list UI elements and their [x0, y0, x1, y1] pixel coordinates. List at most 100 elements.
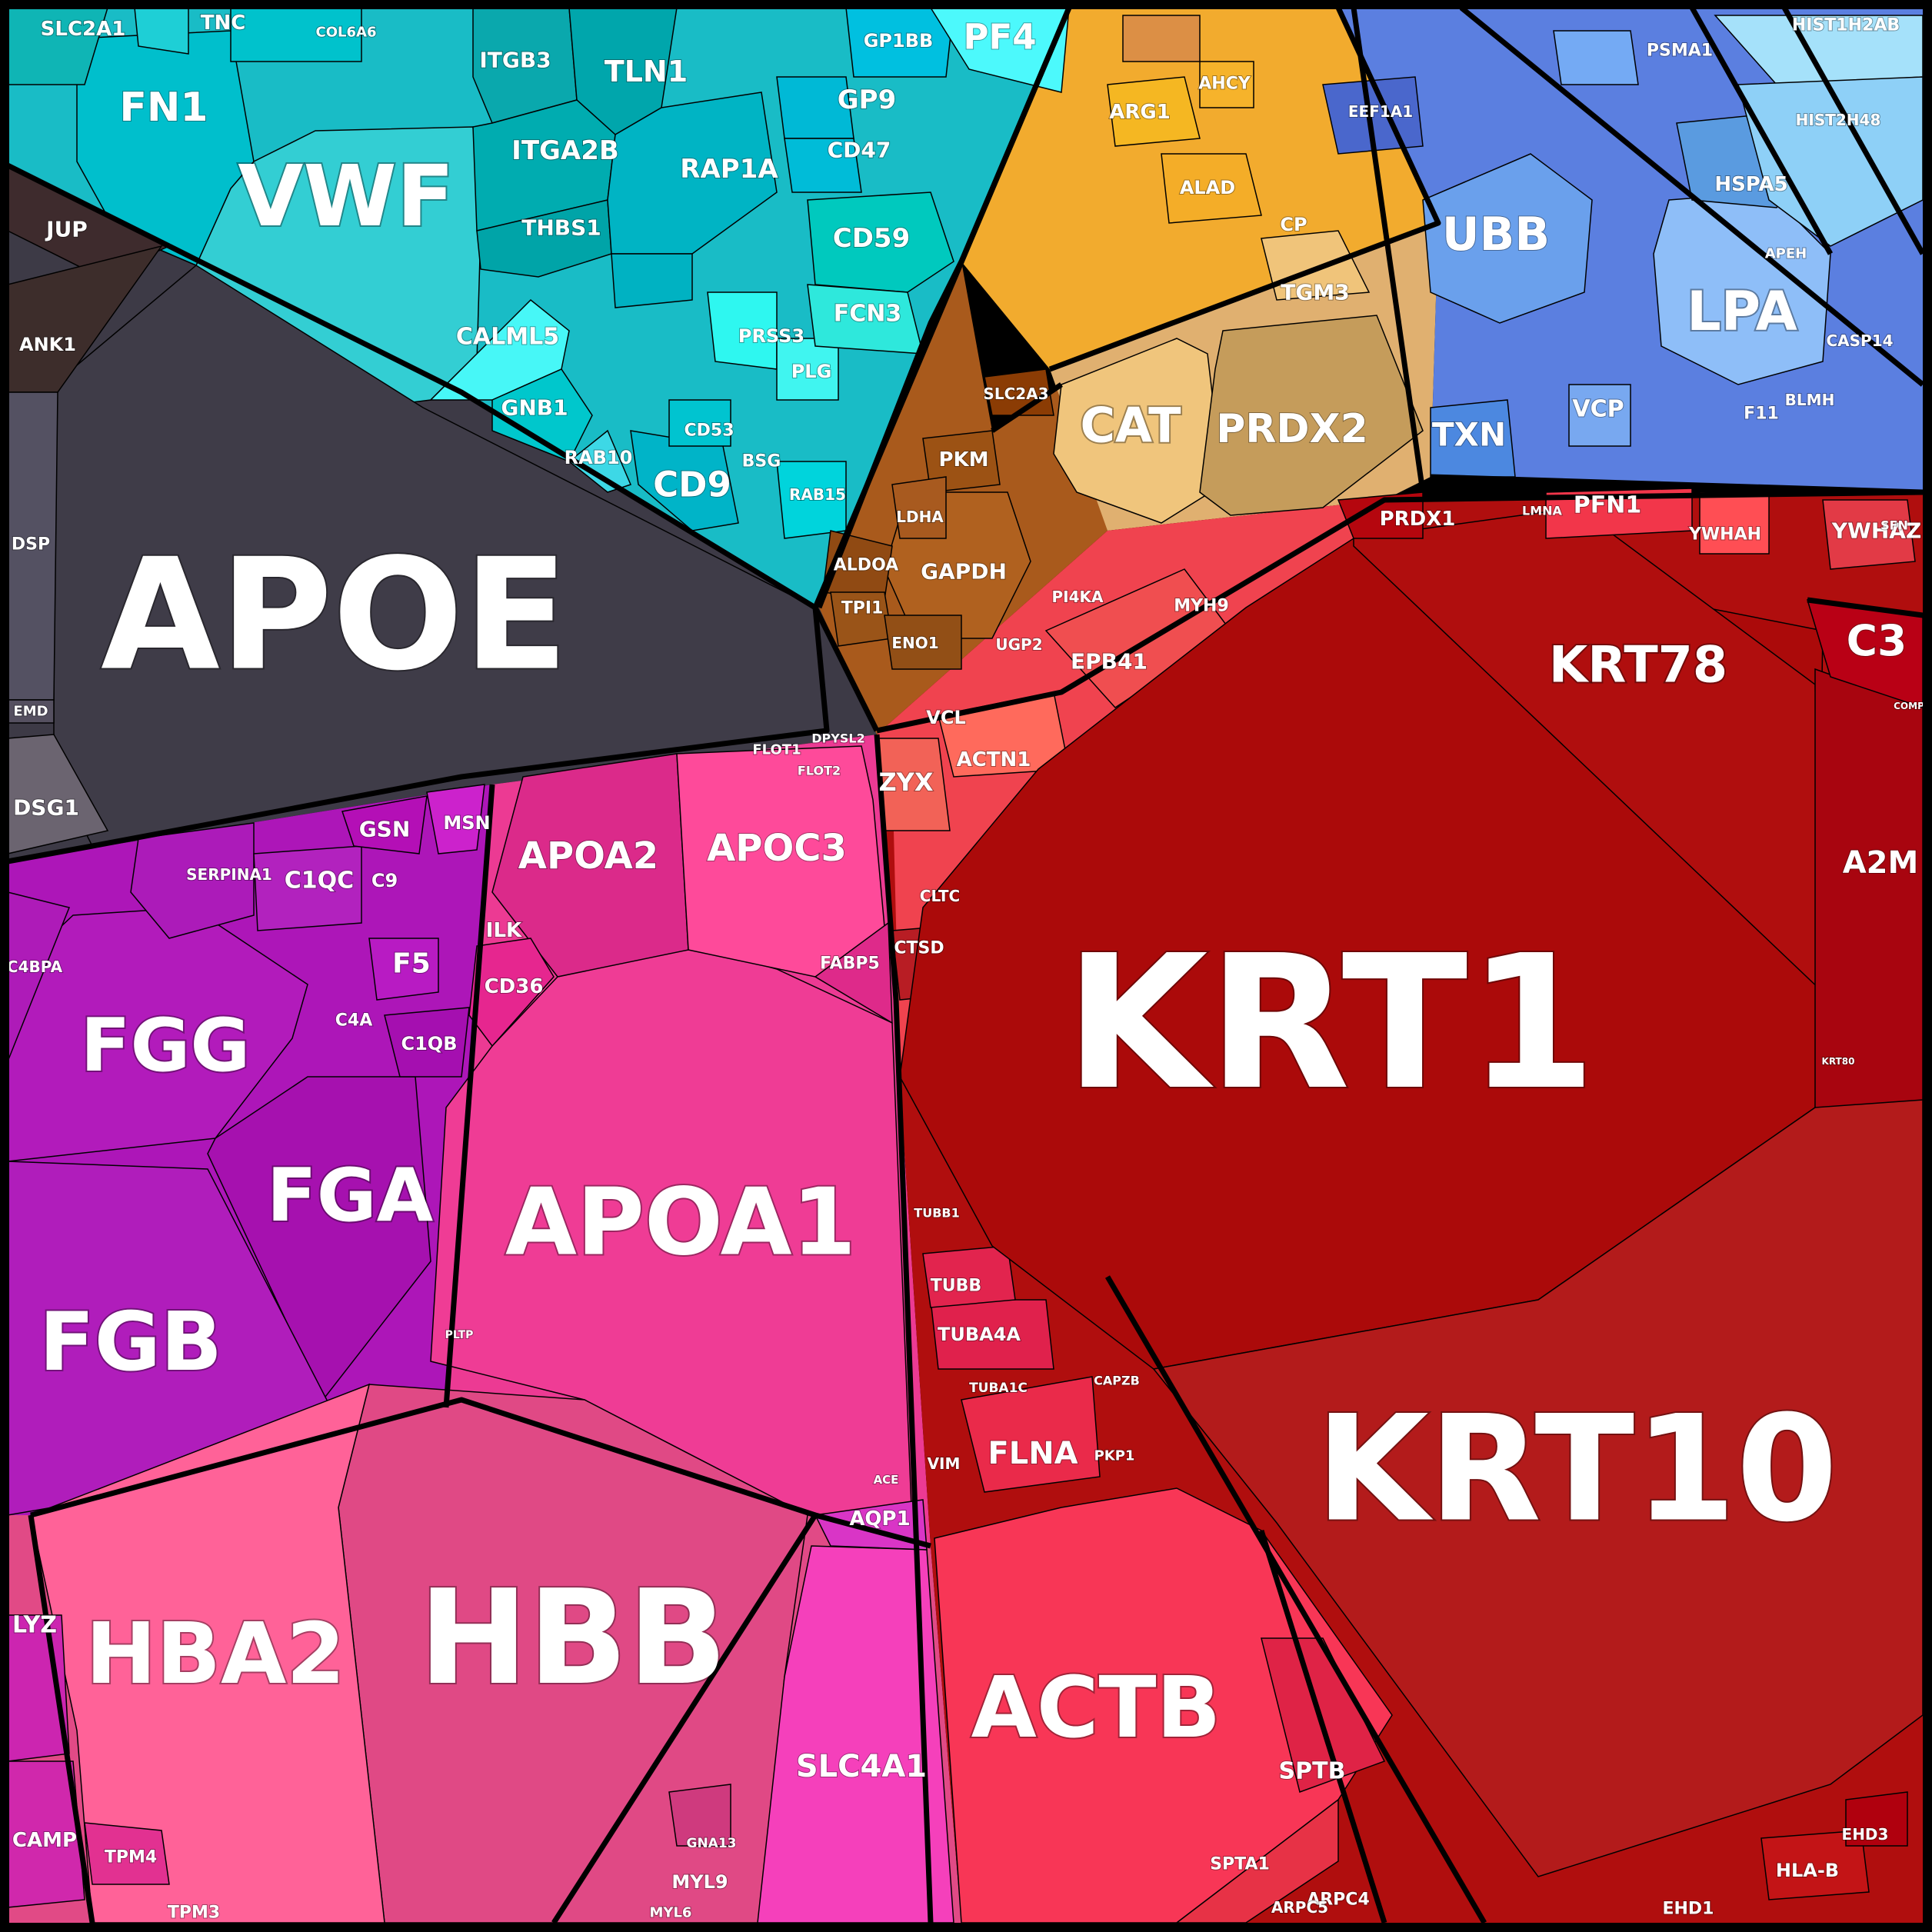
cell-label: SPTA1	[1210, 1855, 1270, 1874]
cell-fabp5	[814, 921, 893, 1024]
cell-label: SFN	[1880, 518, 1908, 533]
cell-label: CASP14	[1826, 331, 1893, 350]
cell-serpina1	[130, 822, 255, 939]
cell-myl9	[668, 1784, 731, 1847]
cell-hist2h48	[1737, 76, 1924, 247]
cell-gsn	[341, 795, 428, 854]
cell-label: F11	[1744, 405, 1779, 424]
cell-label: C3	[1847, 616, 1907, 665]
cell-label: TUBA1C	[969, 1381, 1028, 1396]
cell-label: CD53	[684, 421, 734, 441]
cell-label: GP9	[838, 85, 896, 115]
cell-label: HLA-B	[1776, 1860, 1839, 1881]
cell-label: F5	[392, 948, 431, 980]
cell-label: TPM4	[105, 1848, 157, 1867]
group-border	[1807, 597, 1924, 618]
group-border	[1258, 1529, 1387, 1924]
cell-label: KRT10	[1315, 1384, 1837, 1554]
cell-label: GSN	[359, 817, 411, 842]
cell-label: PSMA1	[1647, 42, 1713, 61]
cell-label: GNA13	[687, 1836, 737, 1851]
cell-pfn1	[1545, 488, 1693, 539]
cell-alad	[1161, 153, 1262, 224]
cell-label: HBA2	[85, 1604, 345, 1703]
group-border	[1351, 7, 1426, 493]
cell-label: COL6A6	[316, 25, 377, 41]
cell-f5	[368, 938, 439, 1001]
cell-a2m	[1814, 668, 1924, 1108]
group-border	[6, 162, 171, 249]
cell-label: MYH9	[1174, 597, 1229, 616]
cell-label: AQP1	[849, 1507, 910, 1531]
cell-label: COMP	[1894, 701, 1924, 711]
cell-rab10	[568, 429, 632, 493]
cell-tubb	[922, 1245, 1016, 1308]
cell-label: UBB	[1442, 208, 1550, 261]
cell-label: ENO1	[891, 634, 938, 652]
cell-label: C4BPA	[7, 958, 63, 976]
cell-thbs1	[476, 199, 612, 278]
cell-label: TGM3	[1281, 280, 1349, 305]
cell-label: BLMH	[1785, 391, 1835, 409]
cell-flna	[961, 1376, 1101, 1493]
cell-ywhaz	[1822, 499, 1916, 570]
cell-label: PFN1	[1574, 492, 1641, 519]
cell-label: KRT80	[1822, 1056, 1855, 1067]
cell-label: MSN	[443, 812, 490, 834]
cell-tnc	[134, 7, 189, 55]
cell-label: SLC2A3	[983, 385, 1048, 403]
cell-tgm3	[1261, 230, 1371, 301]
cell-c1qc	[253, 845, 362, 931]
cell-label: GP1BB	[864, 30, 934, 52]
cell-arg1	[1107, 76, 1201, 147]
cell-apoa2	[491, 753, 689, 978]
cell-label: VIM	[928, 1454, 961, 1473]
cell-label: VWF	[238, 147, 455, 245]
cell-atp5a1	[1122, 15, 1201, 62]
cell-cat	[1053, 338, 1224, 524]
cell-label: CAPZB	[1094, 1374, 1140, 1388]
cell-label: ARPC4	[1307, 1890, 1370, 1910]
cell-label: HSPA5	[1714, 173, 1787, 196]
cell-gnb1	[491, 368, 593, 462]
cell-label: FGG	[81, 1004, 251, 1088]
cell-label: LMNA	[1522, 504, 1563, 518]
cell-label: FGA	[267, 1154, 434, 1238]
cell-label: DSP	[12, 535, 50, 555]
cell-label: ILK	[486, 919, 522, 942]
cell-cd59	[807, 192, 954, 293]
cell-label: AHCY	[1198, 75, 1251, 94]
cell-label: TPI1	[841, 599, 884, 618]
label-layer: APOE KRT1 KRT10 HBB APOA1 HBA2 ACTB VWF FGA FGB FG…	[6, 11, 1925, 1924]
group-border	[1459, 5, 1925, 387]
cell-label: FLNA	[988, 1436, 1078, 1471]
cell-label: ARG1	[1109, 101, 1171, 124]
cell-label: PLTP	[445, 1329, 474, 1341]
cell-ehd3	[1845, 1791, 1908, 1847]
cell-label: EHD3	[1842, 1825, 1889, 1844]
cell-label: PLG	[791, 361, 832, 382]
cell-ahcy	[1199, 61, 1254, 108]
cell-label: TXN	[1432, 416, 1506, 454]
cell-label: TUBB	[931, 1277, 981, 1296]
cell-label: FABP5	[820, 954, 880, 974]
cell-label: DPYSL2	[811, 731, 864, 746]
cell-eno1	[884, 615, 962, 670]
cell-label: YWHAZ	[1831, 518, 1922, 544]
cell-label: TUBA4A	[938, 1324, 1021, 1345]
cell-label: A2M	[1843, 845, 1919, 881]
cell-label: MYL6	[650, 1905, 692, 1921]
cell-prdx2	[1199, 315, 1424, 516]
cell-label: PRSS3	[738, 325, 804, 347]
cell-sptb	[1261, 1637, 1386, 1793]
cell-cd36	[468, 938, 555, 1048]
group-border	[991, 382, 1063, 433]
cell-label: YWHAH	[1688, 525, 1761, 545]
cell-layer	[7, 7, 1924, 1924]
cell-label: CAT	[1081, 398, 1181, 454]
group-border	[876, 489, 1924, 734]
cell-prdx1	[1337, 491, 1424, 539]
cell-label: CAMP	[12, 1829, 77, 1852]
cell-label: CD9	[653, 465, 731, 505]
cell-label: ACTB	[971, 1658, 1221, 1757]
